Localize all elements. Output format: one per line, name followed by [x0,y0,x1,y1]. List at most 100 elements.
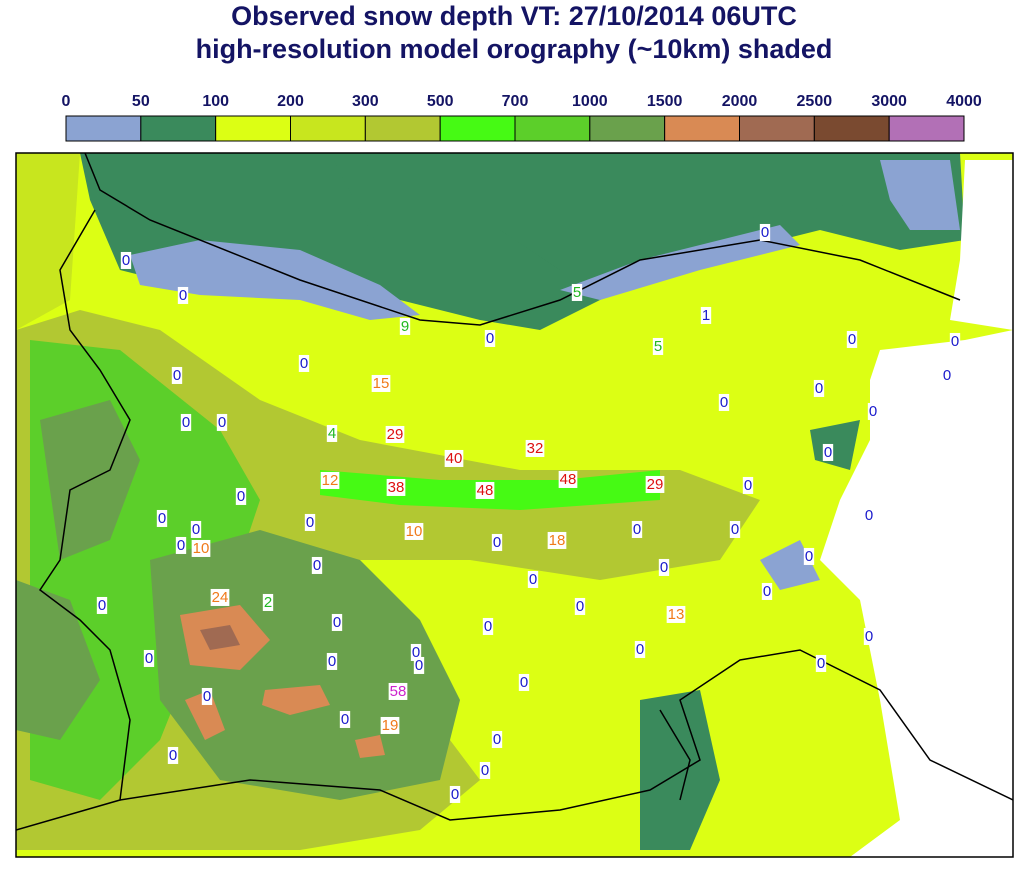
station-label-bg [631,520,643,538]
station-value: 0 [484,618,492,635]
station: 0 [803,547,815,565]
station-value: 0 [306,514,314,531]
station: 0 [190,520,202,538]
station: 0 [491,730,503,748]
station-label-bg [761,582,773,600]
station-value: 0 [481,762,489,779]
station-value: 0 [173,367,181,384]
station: 5 [652,337,664,355]
legend-label: 500 [427,93,454,110]
station: 0 [171,366,183,384]
station: 9 [399,317,411,335]
station: 0 [235,487,247,505]
station-value: 0 [520,674,528,691]
station-value: 0 [493,534,501,551]
station-value: 0 [333,614,341,631]
station-value: 10 [406,523,423,540]
map-frame [15,152,1014,858]
station-label-bg [177,286,189,304]
station: 0 [863,506,875,524]
station-label-bg [190,520,202,538]
station-label-bg [482,617,494,635]
station-label-bg [822,443,834,461]
station: 0 [410,643,422,661]
station-label-bg [815,654,827,672]
station-value: 0 [313,557,321,574]
station: 0 [167,746,179,764]
station-label-bg [863,506,875,524]
station-label-bg [658,558,670,576]
legend-label: 4000 [946,93,982,110]
station: 0 [822,443,834,461]
station-value: 4 [328,425,336,442]
station-label-bg [298,354,310,372]
station: 0 [634,640,646,658]
station-label-bg [262,593,274,611]
station-value: 0 [943,367,951,384]
title-line2: high-resolution model orography (~10km) … [196,34,833,64]
station-label-bg [941,366,953,384]
station: 0 [156,509,168,527]
station-value: 18 [549,532,566,549]
station-label-bg [326,424,338,442]
station: 0 [216,413,228,431]
station: 0 [761,582,773,600]
station-value: 0 [720,394,728,411]
legend-swatch [888,115,965,142]
station: 0 [180,413,192,431]
station-label-bg [413,656,425,674]
station: 0 [413,656,425,674]
legend-swatch [65,115,142,142]
station: 0 [326,652,338,670]
station: 0 [941,366,953,384]
station-label-bg [558,470,578,488]
station: 12 [320,471,340,489]
station-label-bg [634,640,646,658]
station-value: 0 [179,287,187,304]
station-label-bg [120,251,132,269]
legend-label: 2000 [722,93,758,110]
station-value: 0 [341,711,349,728]
legend-label: 0 [62,93,71,110]
station: 29 [645,475,665,493]
station: 0 [298,354,310,372]
station-label-bg [371,374,391,392]
station-label-bg [479,761,491,779]
station: 0 [491,533,503,551]
station: 0 [729,520,741,538]
station-value: 0 [169,747,177,764]
station-value: 0 [763,583,771,600]
station-value: 0 [328,653,336,670]
station-value: 9 [401,318,409,335]
station: 58 [388,682,408,700]
station-label-bg [700,306,712,324]
station: 0 [304,513,316,531]
station-label-bg [191,539,211,557]
station: 0 [759,223,771,241]
station-value: 0 [122,252,130,269]
station-value: 13 [668,606,685,623]
station-label-bg [201,687,213,705]
station: 0 [949,332,961,350]
station: 48 [558,470,578,488]
station: 0 [846,330,858,348]
station: 0 [482,617,494,635]
station-value: 0 [412,644,420,661]
station-value: 0 [486,330,494,347]
station-label-bg [404,522,424,540]
station: 1 [700,306,712,324]
station-value: 19 [382,717,399,734]
station-value: 0 [761,224,769,241]
station-value: 0 [493,731,501,748]
station: 0 [631,520,643,538]
station-value: 0 [203,688,211,705]
station: 0 [863,627,875,645]
station-value: 10 [193,540,210,557]
station-value: 0 [865,628,873,645]
station-value: 0 [576,598,584,615]
legend-label: 100 [202,93,229,110]
station: 0 [449,785,461,803]
station-value: 32 [527,440,544,457]
station-label-bg [574,597,586,615]
